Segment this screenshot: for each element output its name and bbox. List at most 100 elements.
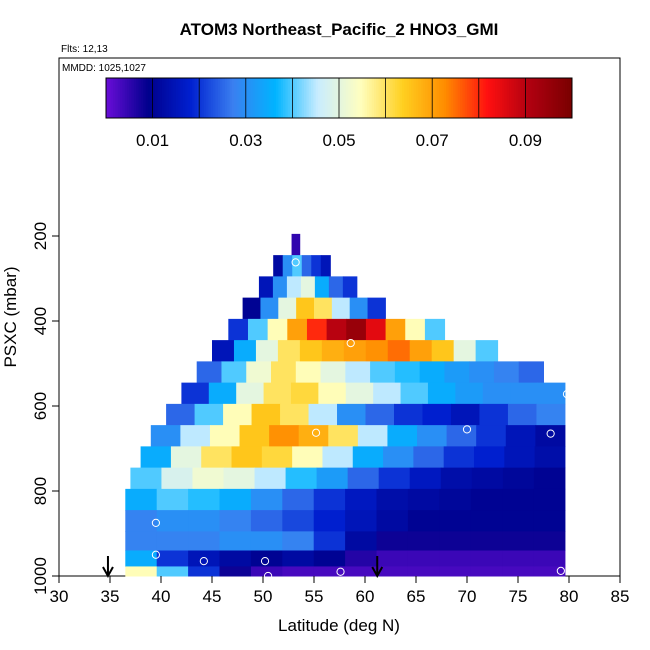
colorbar-swatch xyxy=(464,78,468,118)
heatmap-cell xyxy=(383,446,414,469)
colorbar-swatch xyxy=(301,78,305,118)
heatmap-cell xyxy=(125,510,158,532)
sample-points xyxy=(151,258,572,581)
x-tick-label: 85 xyxy=(611,587,630,606)
heatmap-cell xyxy=(250,531,283,551)
colorbar-swatch xyxy=(516,78,519,118)
heatmap-cell xyxy=(219,510,252,532)
colorbar-swatch xyxy=(136,78,140,118)
heatmap-cell xyxy=(251,403,281,426)
heatmap-cell xyxy=(287,318,308,341)
heatmap-cell xyxy=(125,531,158,551)
heatmap-cell xyxy=(493,361,520,384)
colorbar-swatch xyxy=(292,78,296,118)
colorbar-swatch xyxy=(357,78,361,118)
y-tick-label: 800 xyxy=(31,477,50,505)
heatmap-cell xyxy=(236,382,265,405)
heatmap-cell xyxy=(343,340,367,362)
heatmap-cell xyxy=(228,318,249,341)
colorbar-swatch xyxy=(206,78,209,118)
colorbar-swatch xyxy=(525,78,529,118)
heatmap-cell xyxy=(156,488,189,511)
colorbar-swatch xyxy=(306,78,310,118)
colorbar-swatch xyxy=(311,78,314,118)
heatmap-cell xyxy=(125,488,158,511)
heatmap-cell xyxy=(188,510,221,532)
colorbar-swatch xyxy=(537,78,540,118)
colorbar-swatch xyxy=(352,78,356,118)
heatmap-cell xyxy=(219,488,252,511)
colorbar-swatch xyxy=(110,78,114,118)
heatmap-cell xyxy=(450,403,480,426)
colorbar-swatch xyxy=(553,78,557,118)
heatmap-cell xyxy=(419,361,445,384)
heatmap-cell xyxy=(306,318,328,341)
colorbar-swatch xyxy=(108,78,112,118)
colorbar-swatch xyxy=(399,78,403,118)
colorbar-swatch xyxy=(243,78,247,118)
heatmap-cell xyxy=(156,531,189,551)
colorbar-swatch xyxy=(187,78,191,118)
colorbar-swatch xyxy=(427,78,431,118)
heatmap-cell xyxy=(282,255,293,277)
colorbar-swatch xyxy=(278,78,282,118)
heatmap-cell xyxy=(470,550,503,567)
heatmap-cell xyxy=(322,446,354,469)
heatmap-cell xyxy=(534,446,566,469)
colorbar-swatch xyxy=(418,78,421,118)
heatmap-cell xyxy=(376,510,409,532)
colorbar-swatch xyxy=(434,78,438,118)
colorbar-swatch xyxy=(436,78,440,118)
colorbar-swatch xyxy=(208,78,212,118)
heatmap-cell xyxy=(188,566,221,577)
colorbar-swatch xyxy=(390,78,393,118)
colorbar-swatch xyxy=(266,78,270,118)
colorbar-swatch xyxy=(318,78,321,118)
heatmap-cell xyxy=(407,550,440,567)
colorbar-swatch xyxy=(348,78,352,118)
heatmap-cell xyxy=(125,566,158,577)
heatmap-cell xyxy=(479,403,509,426)
colorbar-swatch xyxy=(325,78,328,118)
heatmap-cell xyxy=(300,276,316,299)
heatmap-cell xyxy=(318,382,347,405)
heatmap-cell xyxy=(246,361,272,384)
heatmap-cell xyxy=(502,510,535,532)
colorbar-swatch xyxy=(175,78,179,118)
colorbar-swatch xyxy=(476,78,480,118)
heatmap-cell xyxy=(345,531,378,551)
heatmap-cell xyxy=(400,382,429,405)
heatmap-cell xyxy=(328,276,344,299)
colorbar-swatch xyxy=(506,78,510,118)
colorbar-swatch xyxy=(215,78,219,118)
heatmap-cell xyxy=(453,340,477,362)
heatmap-cell xyxy=(409,340,433,362)
heatmap-cell xyxy=(272,276,288,299)
colorbar-swatch xyxy=(131,78,135,118)
colorbar-swatch xyxy=(441,78,445,118)
sample-point xyxy=(556,566,565,576)
x-tick-label: 55 xyxy=(305,587,324,606)
sample-point xyxy=(151,550,160,559)
heatmap-cell xyxy=(533,510,566,532)
colorbar-swatch xyxy=(203,78,207,118)
heatmap-cell xyxy=(170,446,202,469)
heatmap-cell xyxy=(482,382,511,405)
colorbar-swatch xyxy=(276,78,279,118)
heatmap-cell xyxy=(439,488,472,511)
heatmap-cell xyxy=(357,425,388,447)
heatmap-cell xyxy=(345,382,374,405)
y-axis-label: PSXC (mbar) xyxy=(1,266,20,367)
heatmap-cell xyxy=(282,550,315,567)
colorbar-swatch xyxy=(448,78,452,118)
heatmap-cell xyxy=(345,510,378,532)
heatmap-cell xyxy=(475,340,499,362)
sample-point xyxy=(199,557,208,566)
colorbar-swatch xyxy=(467,78,470,118)
colorbar-swatch xyxy=(129,78,133,118)
colorbar-swatch xyxy=(180,78,184,118)
colorbar-swatch xyxy=(383,78,386,118)
colorbar-swatch xyxy=(224,78,228,118)
colorbar-swatch xyxy=(532,78,536,118)
colorbar-swatch xyxy=(455,78,459,118)
